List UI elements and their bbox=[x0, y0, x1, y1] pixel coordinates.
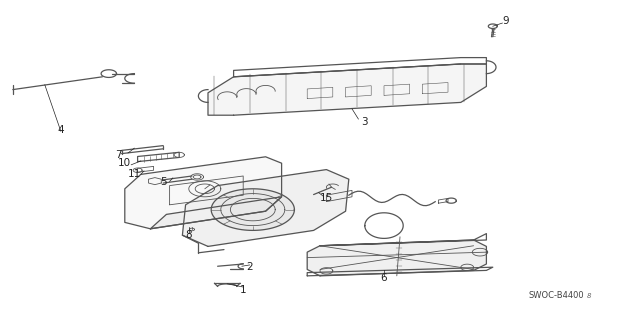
Text: 8: 8 bbox=[186, 230, 192, 240]
Text: 2: 2 bbox=[246, 262, 253, 272]
Text: 10: 10 bbox=[118, 158, 131, 168]
Text: SWOC-B4400: SWOC-B4400 bbox=[529, 292, 584, 300]
Text: 4: 4 bbox=[58, 124, 64, 135]
Polygon shape bbox=[125, 157, 282, 229]
Text: 11: 11 bbox=[128, 169, 141, 180]
Polygon shape bbox=[211, 189, 294, 230]
Text: 15: 15 bbox=[320, 193, 333, 204]
Text: 1: 1 bbox=[240, 284, 246, 295]
Text: 6: 6 bbox=[381, 273, 387, 284]
Polygon shape bbox=[307, 240, 486, 276]
Text: 7: 7 bbox=[115, 150, 122, 160]
Text: 9: 9 bbox=[502, 16, 509, 26]
Text: 3: 3 bbox=[362, 116, 368, 127]
Polygon shape bbox=[208, 64, 486, 115]
Polygon shape bbox=[150, 197, 282, 229]
Polygon shape bbox=[182, 170, 349, 246]
Text: 5: 5 bbox=[160, 177, 166, 188]
Text: 8: 8 bbox=[586, 293, 591, 299]
